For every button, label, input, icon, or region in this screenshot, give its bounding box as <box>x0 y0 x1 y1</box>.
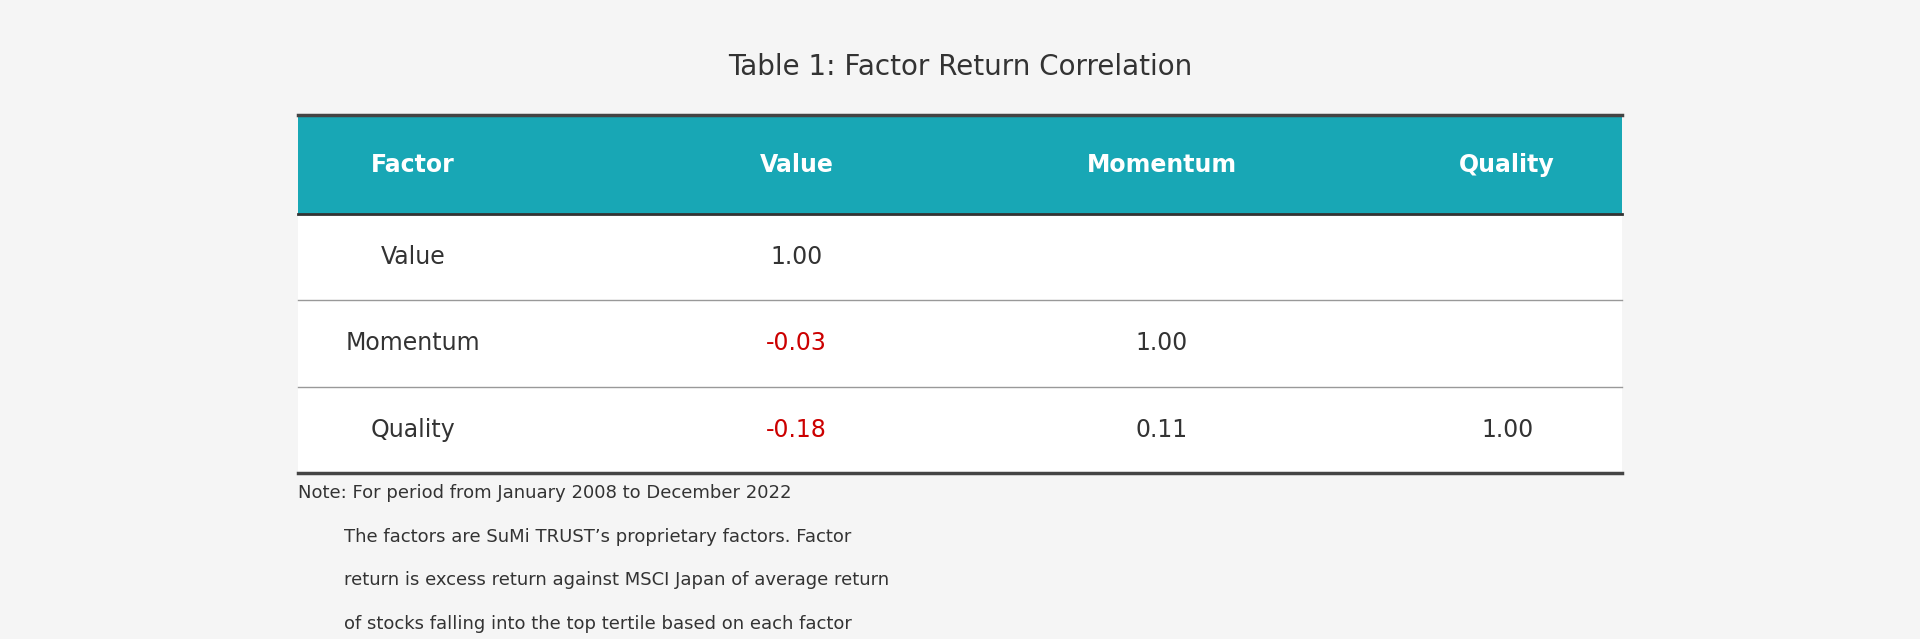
Text: 1.00: 1.00 <box>1135 332 1188 355</box>
Text: The factors are SuMi TRUST’s proprietary factors. Factor: The factors are SuMi TRUST’s proprietary… <box>298 528 851 546</box>
Text: Factor: Factor <box>371 153 455 176</box>
Text: Quality: Quality <box>371 418 455 442</box>
Text: Note: For period from January 2008 to December 2022: Note: For period from January 2008 to De… <box>298 484 791 502</box>
Text: Table 1: Factor Return Correlation: Table 1: Factor Return Correlation <box>728 53 1192 81</box>
Text: Value: Value <box>380 245 445 269</box>
Text: -0.18: -0.18 <box>766 418 828 442</box>
Text: 0.11: 0.11 <box>1135 418 1188 442</box>
Text: Momentum: Momentum <box>346 332 480 355</box>
Text: Quality: Quality <box>1459 153 1555 176</box>
Text: 1.00: 1.00 <box>1480 418 1534 442</box>
Text: of stocks falling into the top tertile based on each factor: of stocks falling into the top tertile b… <box>298 615 851 633</box>
Text: -0.03: -0.03 <box>766 332 828 355</box>
Text: Value: Value <box>760 153 833 176</box>
Text: 1.00: 1.00 <box>770 245 824 269</box>
Text: return is excess return against MSCI Japan of average return: return is excess return against MSCI Jap… <box>298 571 889 589</box>
Text: Momentum: Momentum <box>1087 153 1236 176</box>
